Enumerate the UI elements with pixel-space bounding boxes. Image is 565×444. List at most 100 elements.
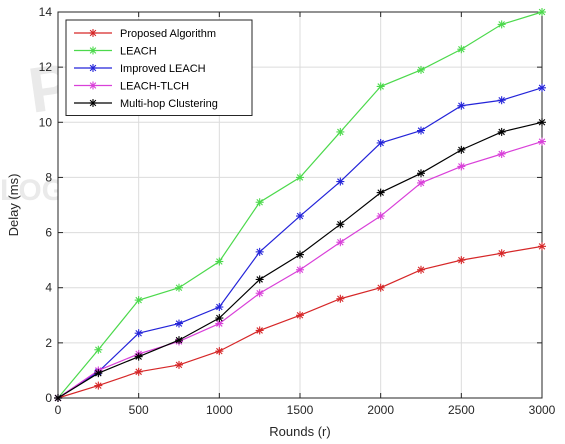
data-point	[215, 314, 224, 323]
data-point	[255, 326, 264, 335]
legend-marker	[89, 81, 97, 90]
series-1	[54, 8, 546, 402]
legend: Proposed Algorithm LEACH Improved LEACH LEA…	[65, 19, 253, 116]
asterisk-stroke	[337, 238, 344, 246]
data-point	[497, 96, 506, 105]
data-point	[336, 294, 345, 303]
asterisk-stroke	[95, 382, 102, 389]
x-tick-label: 2500	[448, 403, 475, 417]
data-point	[457, 45, 466, 54]
data-point	[54, 394, 62, 402]
data-point	[94, 345, 103, 354]
data-point	[336, 238, 345, 247]
data-point	[255, 247, 264, 256]
asterisk-stroke	[377, 212, 384, 220]
data-point	[255, 198, 264, 207]
asterisk-stroke	[458, 146, 465, 154]
legend-label: Proposed Algorithm	[120, 28, 216, 40]
asterisk-stroke	[256, 198, 263, 206]
data-point	[296, 250, 304, 259]
x-tick-label: 0	[55, 403, 62, 417]
data-point	[215, 319, 224, 328]
data-point	[538, 8, 546, 16]
data-point	[134, 296, 143, 305]
data-point	[296, 212, 304, 221]
asterisk-stroke	[175, 284, 183, 291]
data-point	[538, 137, 546, 146]
legend-marker	[89, 29, 97, 37]
asterisk-stroke	[498, 21, 505, 28]
x-tick-label: 500	[129, 403, 149, 417]
data-point	[336, 177, 345, 186]
asterisk-stroke	[417, 266, 425, 274]
legend-label: Improved LEACH	[120, 63, 206, 75]
data-point	[376, 188, 385, 197]
asterisk-stroke	[296, 174, 304, 181]
asterisk-stroke	[216, 258, 223, 265]
x-tick-label: 3000	[529, 403, 556, 417]
x-tick-label: 1500	[287, 403, 314, 417]
data-point	[538, 242, 546, 251]
data-point	[296, 311, 304, 320]
legend-item: Proposed Algorithm	[74, 28, 216, 40]
data-point	[336, 127, 345, 136]
data-point	[175, 319, 183, 328]
asterisk-stroke	[498, 150, 505, 158]
asterisk-stroke	[256, 276, 263, 283]
y-tick-label: 8	[45, 170, 52, 184]
y-tick-label: 12	[39, 60, 53, 74]
asterisk-stroke	[458, 163, 465, 170]
asterisk-stroke	[89, 47, 97, 54]
data-point	[376, 82, 385, 91]
data-point	[296, 173, 304, 182]
data-point	[457, 101, 466, 110]
asterisk-stroke	[538, 243, 546, 250]
data-point	[497, 20, 506, 29]
data-point	[134, 352, 143, 361]
asterisk-stroke	[95, 369, 102, 377]
asterisk-stroke	[89, 82, 97, 89]
asterisk-stroke	[458, 256, 465, 264]
asterisk-stroke	[89, 29, 97, 37]
asterisk-stroke	[498, 249, 505, 257]
legend-item: LEACH-TLCH	[74, 81, 189, 93]
asterisk-stroke	[458, 102, 465, 110]
asterisk-stroke	[417, 170, 425, 177]
asterisk-stroke	[256, 289, 263, 297]
asterisk-stroke	[95, 346, 102, 354]
asterisk-stroke	[377, 189, 384, 196]
asterisk-stroke	[296, 212, 304, 220]
y-tick-label: 2	[45, 336, 52, 350]
data-point	[417, 126, 425, 135]
asterisk-stroke	[135, 353, 142, 360]
data-point	[134, 329, 143, 338]
data-point	[376, 283, 385, 292]
asterisk-stroke	[175, 320, 183, 327]
data-point	[175, 336, 183, 345]
data-point	[175, 283, 183, 292]
data-point	[94, 369, 103, 378]
asterisk-stroke	[216, 347, 223, 355]
data-point	[134, 367, 143, 376]
asterisk-stroke	[538, 8, 546, 16]
x-axis-title: Rounds (r)	[269, 424, 330, 439]
series-layer	[54, 8, 546, 402]
data-point	[417, 178, 425, 187]
data-point	[255, 289, 264, 298]
legend-marker	[89, 46, 97, 55]
y-tick-label: 14	[39, 5, 53, 19]
data-point	[497, 249, 506, 258]
asterisk-stroke	[337, 178, 344, 185]
data-point	[417, 265, 425, 274]
asterisk-stroke	[175, 361, 183, 369]
data-point	[376, 138, 385, 147]
asterisk-stroke	[89, 64, 97, 72]
asterisk-stroke	[296, 312, 304, 319]
y-tick-label: 10	[39, 115, 53, 129]
asterisk-stroke	[54, 394, 62, 402]
y-tick-label: 4	[45, 281, 52, 295]
data-point	[497, 149, 506, 158]
asterisk-stroke	[337, 221, 344, 228]
asterisk-stroke	[417, 66, 425, 74]
y-tick-label: 6	[45, 226, 52, 240]
